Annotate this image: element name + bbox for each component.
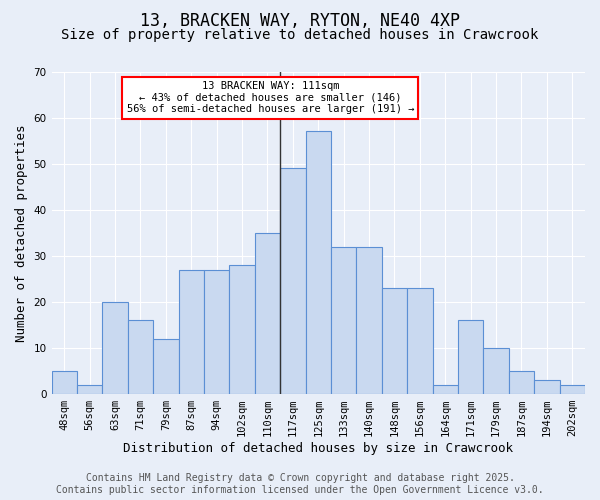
Bar (280, 168, 305, 394)
Bar (255, 233, 280, 394)
Bar (458, 320, 484, 394)
Bar (433, 385, 458, 394)
Text: 13 BRACKEN WAY: 111sqm
← 43% of detached houses are smaller (146)
56% of semi-de: 13 BRACKEN WAY: 111sqm ← 43% of detached… (127, 81, 414, 114)
Bar (305, 132, 331, 394)
Text: Size of property relative to detached houses in Crawcrook: Size of property relative to detached ho… (61, 28, 539, 42)
Y-axis label: Number of detached properties: Number of detached properties (15, 124, 28, 342)
Bar (484, 348, 509, 394)
Bar (560, 385, 585, 394)
Text: Contains HM Land Registry data © Crown copyright and database right 2025.
Contai: Contains HM Land Registry data © Crown c… (56, 474, 544, 495)
Bar (77, 385, 103, 394)
Bar (52, 371, 77, 394)
Bar (204, 270, 229, 394)
Bar (331, 246, 356, 394)
Bar (534, 380, 560, 394)
Bar (509, 371, 534, 394)
Bar (382, 288, 407, 394)
Bar (128, 320, 153, 394)
Bar (229, 265, 255, 394)
Bar (179, 270, 204, 394)
Text: 13, BRACKEN WAY, RYTON, NE40 4XP: 13, BRACKEN WAY, RYTON, NE40 4XP (140, 12, 460, 30)
Bar (407, 288, 433, 394)
X-axis label: Distribution of detached houses by size in Crawcrook: Distribution of detached houses by size … (123, 442, 513, 455)
Bar (153, 339, 179, 394)
Bar (103, 302, 128, 394)
Bar (356, 246, 382, 394)
